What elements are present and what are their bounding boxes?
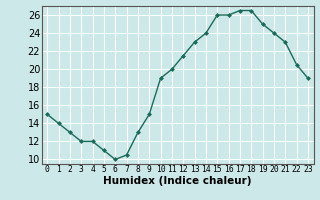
X-axis label: Humidex (Indice chaleur): Humidex (Indice chaleur) <box>103 176 252 186</box>
